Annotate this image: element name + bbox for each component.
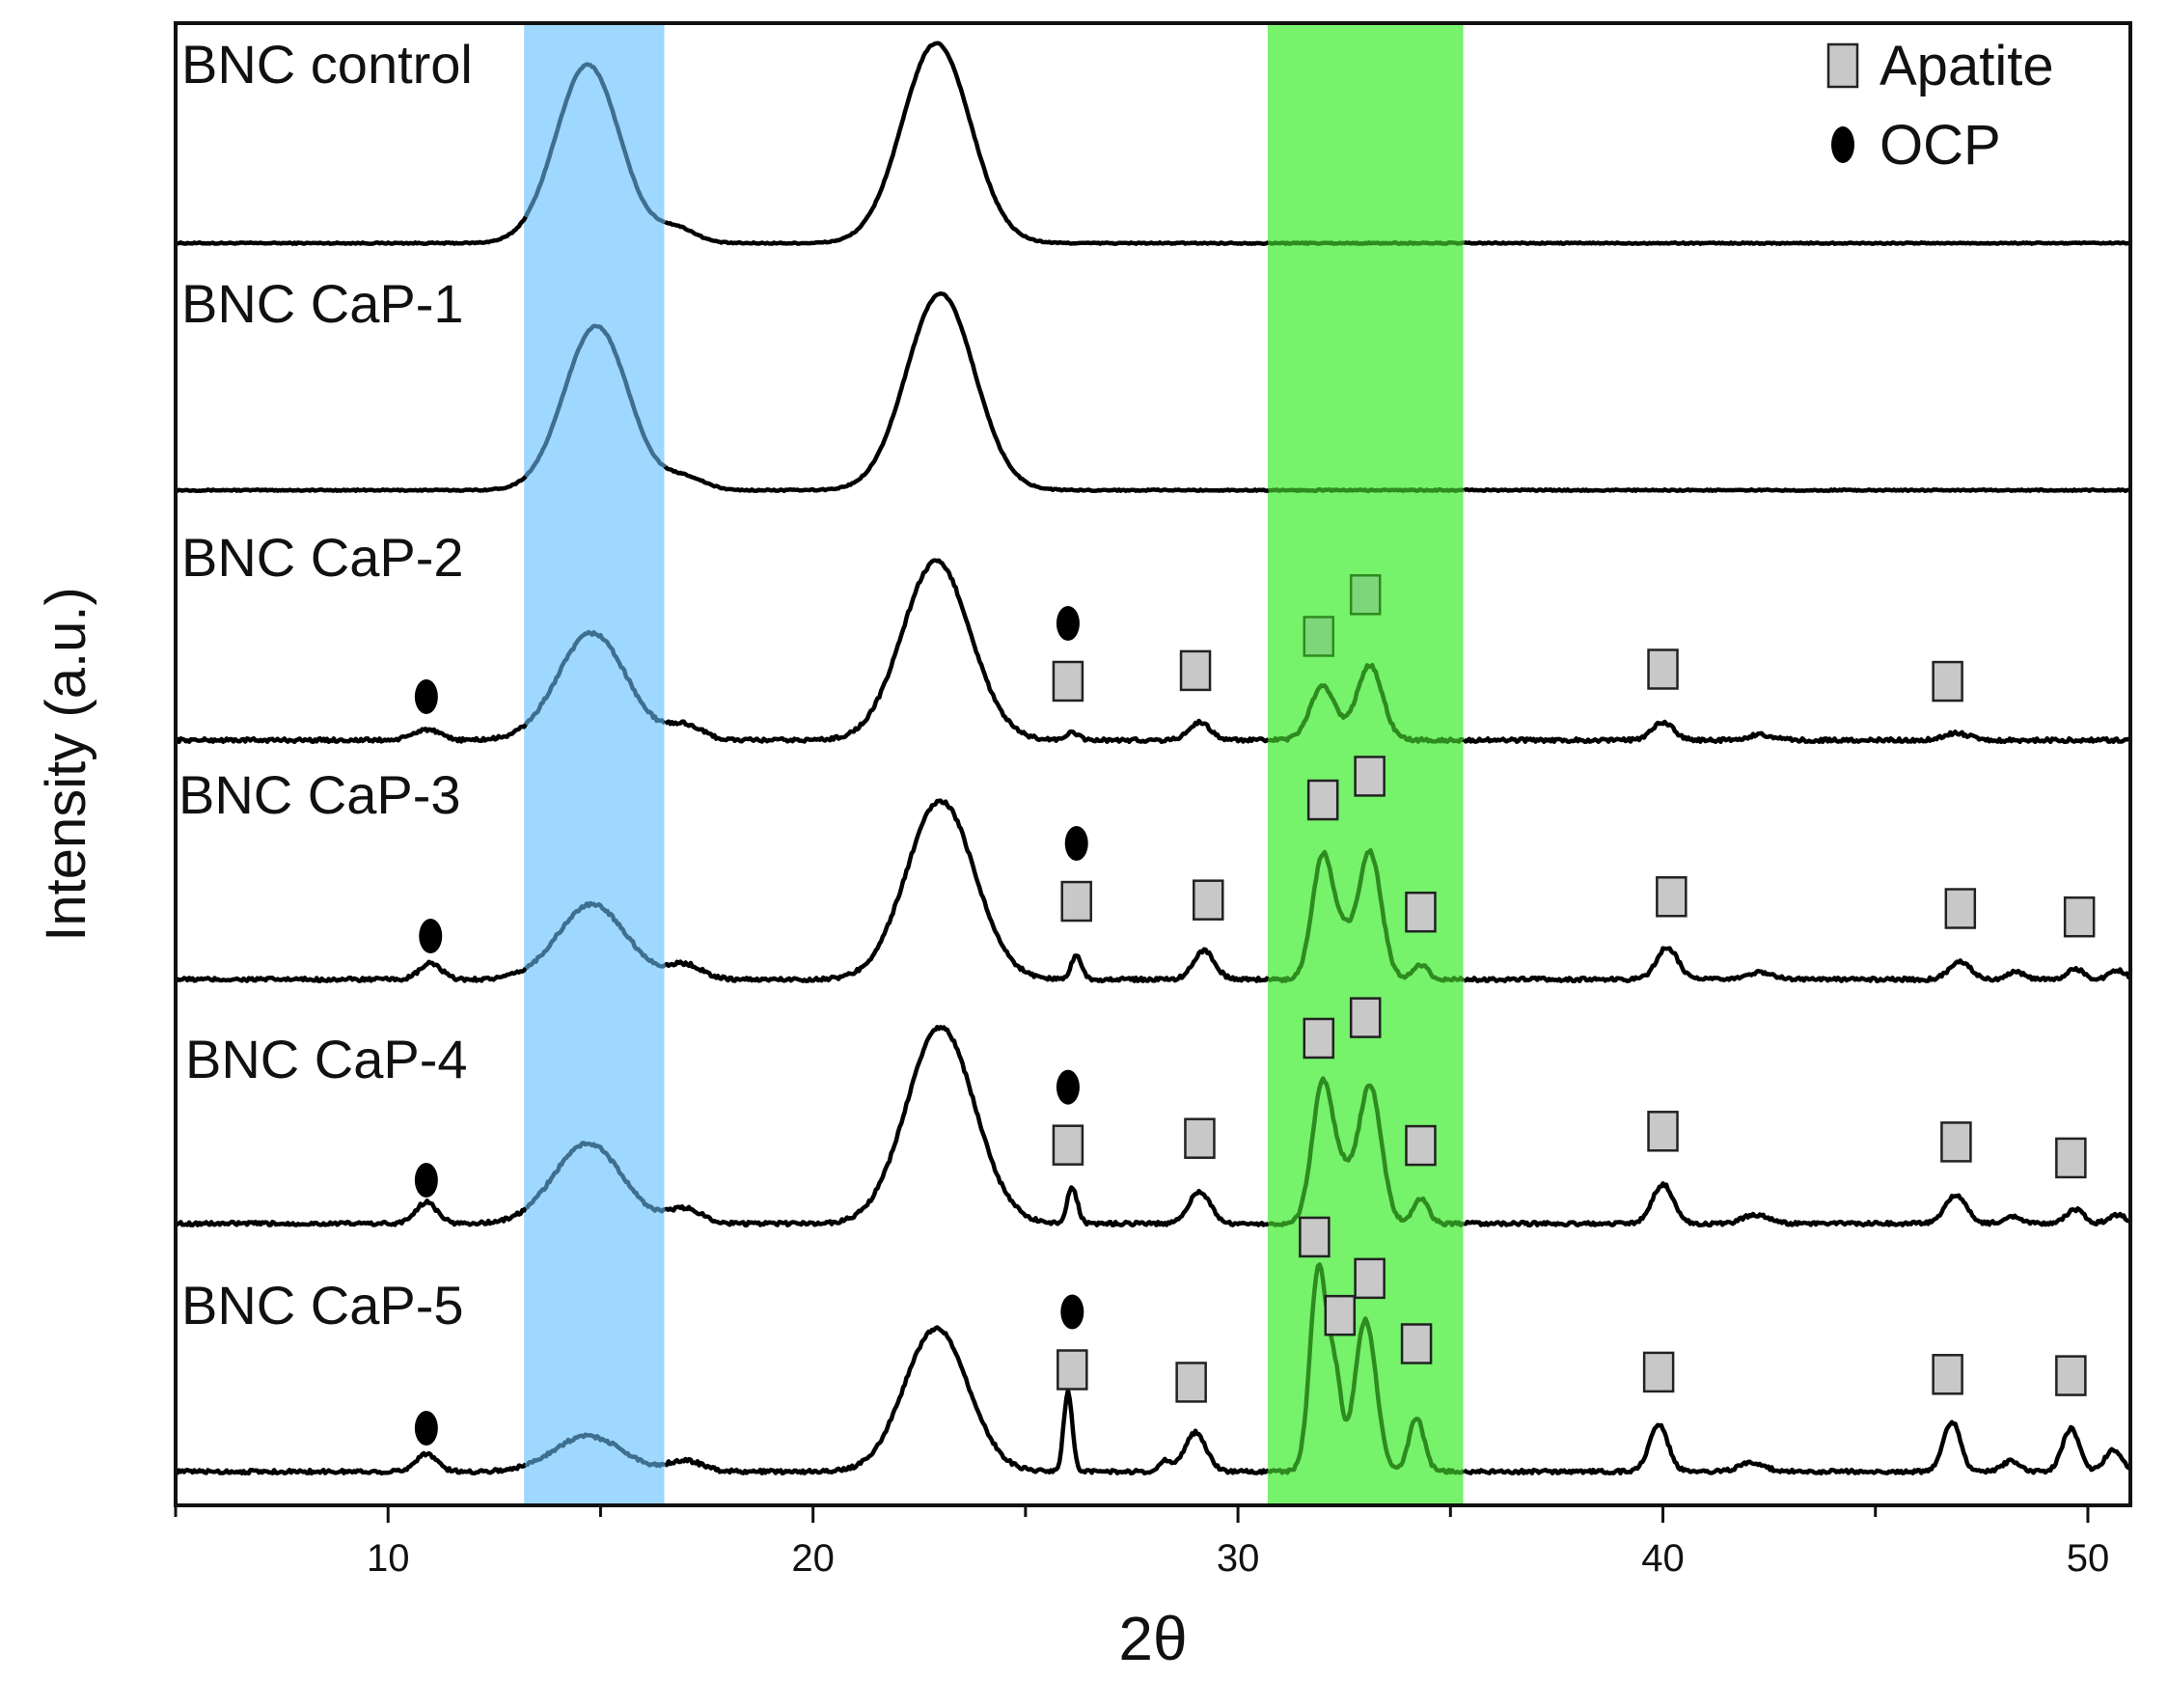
apatite-marker-6-1 xyxy=(1175,1362,1207,1403)
ocp-marker-5-1 xyxy=(414,1163,438,1198)
pattern-line-4-seg-0 xyxy=(174,959,528,983)
series-labels: BNC control BNC CaP-1 BNC CaP-2 BNC CaP-3 BN… xyxy=(178,34,473,1336)
apatite-marker-5-0 xyxy=(1052,1124,1084,1166)
series-label-1: BNC control xyxy=(181,34,473,95)
series-label-6: BNC CaP-5 xyxy=(181,1275,464,1336)
apatite-marker-5-5 xyxy=(1647,1111,1679,1152)
apatite-marker-3-2 xyxy=(1303,616,1335,657)
apatite-marker-4-0 xyxy=(1060,880,1092,923)
pattern-line-4-seg-1 xyxy=(524,900,667,971)
apatite-marker-4-6 xyxy=(1944,888,1977,929)
pattern-line-6-seg-1 xyxy=(524,1432,667,1469)
apatite-marker-4-3 xyxy=(1354,756,1386,797)
ocp-marker-3-1 xyxy=(414,679,438,714)
legend: Apatite OCP xyxy=(1826,35,2054,177)
pattern-line-4-seg-4 xyxy=(1463,946,2131,984)
legend-label-2: OCP xyxy=(1880,114,2001,177)
pattern-line-6-seg-4 xyxy=(1463,1419,2131,1476)
apatite-marker-3-3 xyxy=(1349,574,1382,616)
pattern-line-3-seg-1 xyxy=(524,629,667,726)
ocp-marker-5-0 xyxy=(1056,1069,1080,1105)
apatite-marker-6-7 xyxy=(1932,1354,1963,1395)
legend-ocp-swatch xyxy=(1831,126,1854,163)
pattern-line-1-seg-3 xyxy=(1267,240,1465,246)
apatite-marker-3-1 xyxy=(1179,649,1212,692)
legend-label-1: Apatite xyxy=(1880,35,2054,97)
apatite-marker-6-5 xyxy=(1400,1323,1433,1364)
x-axis-ticks: 10 20 30 40 50 xyxy=(174,1505,2110,1580)
pattern-line-4-seg-3 xyxy=(1267,848,1466,983)
pattern-line-2-seg-3 xyxy=(1268,487,1465,493)
pattern-line-1-seg-0 xyxy=(175,215,528,246)
series-label-4: BNC CaP-3 xyxy=(178,764,461,825)
apatite-marker-6-4 xyxy=(1354,1257,1386,1300)
x-tick-label-40: 40 xyxy=(1641,1537,1685,1580)
series-label-5: BNC CaP-4 xyxy=(185,1029,468,1089)
pattern-line-2-seg-4 xyxy=(1463,487,2131,493)
apatite-marker-6-0 xyxy=(1057,1349,1088,1391)
apatite-marker-6-6 xyxy=(1642,1351,1675,1393)
apatite-marker-5-6 xyxy=(1940,1121,1972,1163)
series-label-3: BNC CaP-2 xyxy=(181,527,464,588)
apatite-marker-3-0 xyxy=(1052,660,1084,702)
pattern-line-6-seg-2 xyxy=(664,1325,1271,1476)
plot-frame xyxy=(174,21,2132,1507)
apatite-marker-5-7 xyxy=(2055,1137,2087,1179)
apatite-marker-4-2 xyxy=(1306,779,1339,821)
x-tick-label-10: 10 xyxy=(367,1537,410,1580)
phase-markers xyxy=(414,574,2096,1446)
pattern-line-3-seg-0 xyxy=(174,723,528,745)
pattern-line-2-seg-1 xyxy=(524,323,667,478)
pattern-line-5-seg-0 xyxy=(174,1198,528,1227)
apatite-marker-6-2 xyxy=(1299,1216,1331,1258)
apatite-marker-5-3 xyxy=(1349,997,1382,1038)
pattern-line-2-seg-0 xyxy=(175,475,528,493)
apatite-marker-4-4 xyxy=(1405,891,1437,933)
apatite-marker-5-4 xyxy=(1405,1124,1437,1167)
apatite-marker-4-5 xyxy=(1656,876,1688,918)
apatite-marker-5-1 xyxy=(1184,1117,1216,1159)
y-axis-label: Intensity (a.u.) xyxy=(35,587,97,941)
x-tick-label-20: 20 xyxy=(791,1537,835,1580)
pattern-line-4-seg-2 xyxy=(664,798,1271,984)
diffraction-patterns xyxy=(174,41,2132,1476)
pattern-line-2-seg-2 xyxy=(663,290,1270,493)
legend-apatite-swatch xyxy=(1826,42,1859,89)
pattern-line-1-seg-4 xyxy=(1463,240,2131,246)
ocp-marker-4-0 xyxy=(1064,826,1088,862)
pattern-line-3-seg-3 xyxy=(1267,662,1466,744)
apatite-marker-4-1 xyxy=(1193,879,1224,921)
apatite-marker-6-3 xyxy=(1324,1294,1357,1336)
apatite-marker-3-4 xyxy=(1647,648,1679,690)
apatite-marker-3-5 xyxy=(1932,660,1963,702)
pattern-line-1-seg-2 xyxy=(664,41,1270,246)
series-label-2: BNC CaP-1 xyxy=(181,273,464,334)
ocp-marker-6-1 xyxy=(414,1411,438,1446)
x-axis-label: 2θ xyxy=(1118,1604,1187,1673)
apatite-marker-6-8 xyxy=(2055,1355,2087,1396)
ocp-marker-4-1 xyxy=(419,919,443,953)
pattern-line-6-seg-0 xyxy=(175,1450,528,1476)
pattern-line-5-seg-4 xyxy=(1463,1181,2132,1228)
apatite-marker-4-7 xyxy=(2063,895,2096,938)
x-tick-label-50: 50 xyxy=(2067,1537,2110,1580)
pattern-line-5-seg-1 xyxy=(525,1141,666,1214)
ocp-marker-6-0 xyxy=(1060,1294,1084,1330)
x-tick-label-30: 30 xyxy=(1217,1537,1260,1580)
pattern-line-5-seg-2 xyxy=(664,1025,1271,1228)
pattern-line-3-seg-4 xyxy=(1462,719,2132,745)
pattern-line-3-seg-2 xyxy=(664,558,1271,745)
apatite-marker-5-2 xyxy=(1303,1017,1335,1060)
pattern-line-6-seg-3 xyxy=(1267,1262,1467,1475)
cellulose-band xyxy=(524,23,665,1505)
ocp-marker-3-0 xyxy=(1056,605,1080,641)
pattern-line-5-seg-3 xyxy=(1268,1076,1465,1227)
pattern-line-1-seg-1 xyxy=(523,62,666,225)
